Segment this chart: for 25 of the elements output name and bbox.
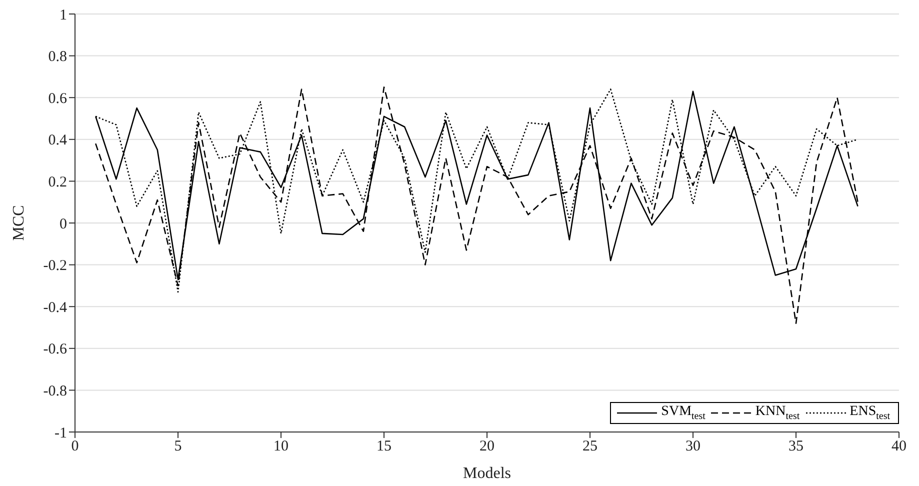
legend-label: SVM$_{test}$ xyxy=(661,404,706,422)
y-tick-label: -0.4 xyxy=(43,300,68,316)
x-tick-label: 10 xyxy=(274,438,288,455)
y-tick-label: 0.8 xyxy=(48,49,67,66)
y-axis-title: MCC xyxy=(10,205,28,241)
x-tick-label: 0 xyxy=(71,438,79,455)
x-tick-label: 25 xyxy=(582,438,598,455)
y-tick-label: 0.6 xyxy=(48,90,68,107)
x-tick-label: 5 xyxy=(174,438,182,455)
y-tick-label: 0.2 xyxy=(48,174,67,191)
y-tick-label: -0.6 xyxy=(43,342,68,358)
y-tick-label: 0.4 xyxy=(48,132,68,149)
x-tick-label: 30 xyxy=(686,438,700,455)
x-axis-title: Models xyxy=(463,465,511,482)
x-tick-label: 35 xyxy=(788,438,804,455)
y-tick-label: -1 xyxy=(54,425,67,442)
y-tick-label: 0 xyxy=(60,216,67,232)
x-tick-label: 40 xyxy=(892,438,906,455)
x-tick-label: 20 xyxy=(480,438,494,455)
x-tick-label: 15 xyxy=(376,438,392,455)
y-tick-label: -0.2 xyxy=(43,258,67,274)
legend-label: ENS$_{test}$ xyxy=(850,404,890,422)
legend-label: KNN$_{test}$ xyxy=(755,404,800,422)
y-tick-label: -0.8 xyxy=(43,384,67,400)
y-tick-label: 1 xyxy=(60,7,67,24)
